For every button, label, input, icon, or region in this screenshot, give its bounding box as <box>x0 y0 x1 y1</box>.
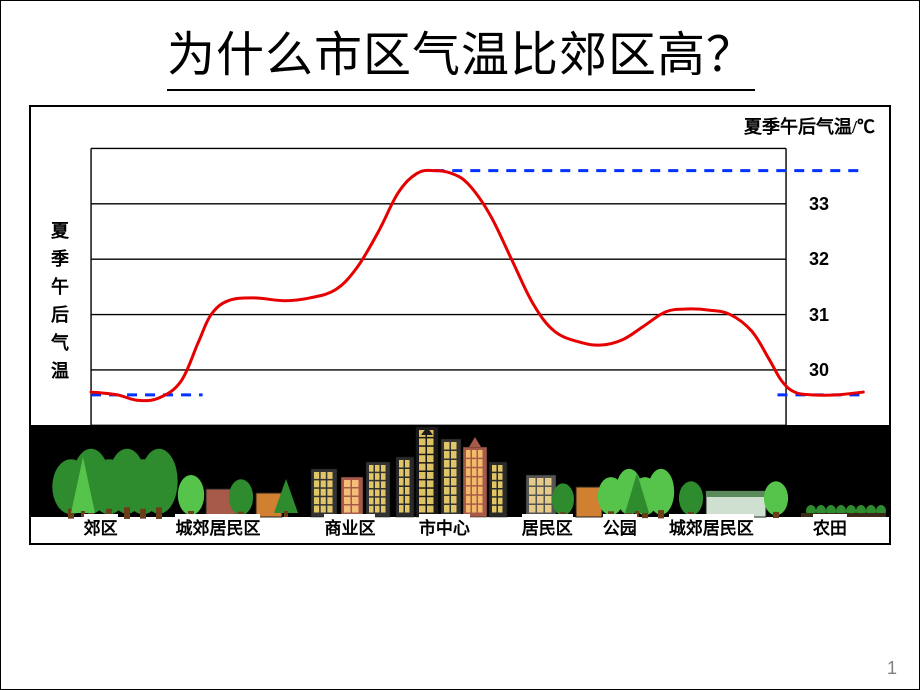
title-container: 为什么市区气温比郊区高？ <box>71 15 851 87</box>
x-category-label: 商业区 <box>324 514 375 539</box>
chart-frame: 夏季午后气温/℃ 夏季午后气温 30313233 郊区城郊居民区商业区市中心居民… <box>29 105 891 545</box>
page-number: 1 <box>887 658 897 679</box>
x-category-label: 郊区 <box>84 514 118 539</box>
slide: 为什么市区气温比郊区高？ 夏季午后气温/℃ 夏季午后气温 30313233 郊区… <box>0 0 920 690</box>
x-category-label: 居民区 <box>522 514 573 539</box>
x-category-label: 城郊居民区 <box>175 514 260 539</box>
page-title: 为什么市区气温比郊区高？ <box>167 15 755 91</box>
x-category-label: 公园 <box>603 514 637 539</box>
x-category-label: 城郊居民区 <box>669 514 754 539</box>
x-category-label: 市中心 <box>419 514 470 539</box>
x-category-label: 农田 <box>813 514 847 539</box>
x-axis-labels: 郊区 城郊居民区 商业区 市中心 居民区 公园 城郊居民区 农田 <box>31 515 891 539</box>
